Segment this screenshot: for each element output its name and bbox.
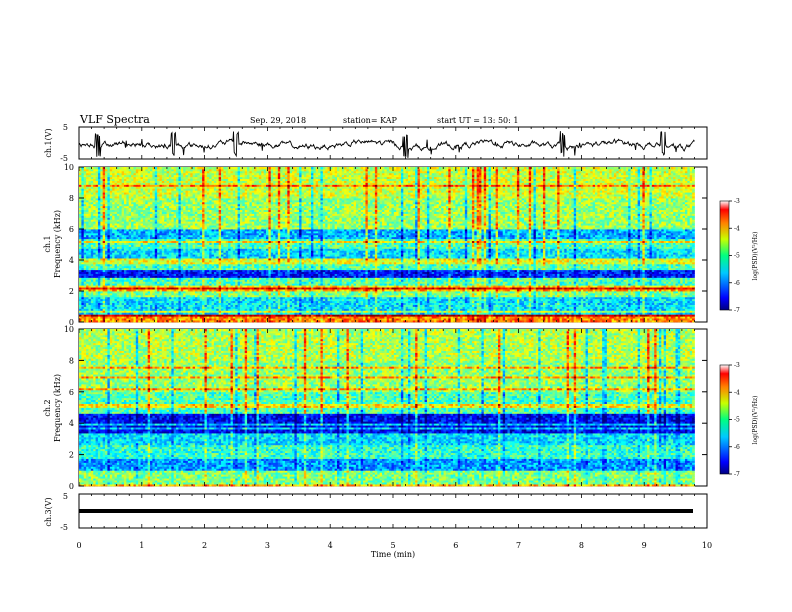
start-time-label: start UT = 13: 50: 1 [437, 116, 518, 125]
ch1-waveform-panel: 5 -5 ch.1(V) [44, 123, 707, 163]
figure-title: VLF Spectra [79, 113, 150, 126]
ch1-ytick-top: 5 [63, 123, 68, 132]
vlf-spectra-figure: VLF Spectra Sep. 29, 2018 station= KAP s… [0, 0, 792, 612]
station-label: station= KAP [343, 116, 398, 125]
ch1-waveform-ylabel: ch.1(V) [44, 128, 53, 157]
ch1-ytick-bottom: -5 [60, 154, 68, 163]
date-label: Sep. 29, 2018 [250, 116, 306, 125]
ch1-spectrogram-image [79, 167, 695, 322]
